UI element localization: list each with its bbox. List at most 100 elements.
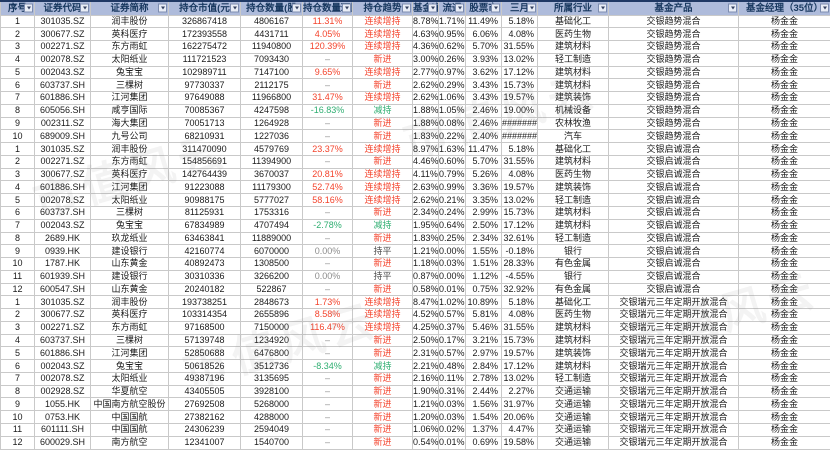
cell-industry[interactable]: 交通运输 [537,397,609,412]
cell-code[interactable]: 002078.SZ [34,52,91,67]
cell-mktval[interactable]: 70085367 [168,103,241,118]
cell-stockmv-pct[interactable]: 2.46% [465,103,502,118]
cell-qty-chg[interactable]: – [302,154,353,169]
cell-seq[interactable]: 3 [0,320,35,335]
cell-industry[interactable]: 建筑材料 [537,359,609,373]
cell-qty[interactable]: 522867 [240,282,303,297]
cell-name[interactable]: 三棵树 [90,205,169,220]
cell-seq[interactable]: 9 [0,397,35,412]
cell-seq[interactable]: 8 [0,103,35,118]
cell-product[interactable]: 交银启诚混合 [608,257,739,271]
cell-trend[interactable]: 减持 [352,103,413,118]
cell-qty[interactable]: 7093430 [240,52,303,67]
cell-name[interactable]: 山东黄金 [90,282,169,297]
filter-dropdown-icon-seq[interactable] [24,3,33,13]
cell-seq[interactable]: 11 [0,269,35,284]
cell-industry[interactable]: 建筑装饰 [537,91,609,105]
cell-mktval[interactable]: 103314354 [168,308,241,322]
cell-name[interactable]: 海大集团 [90,116,169,131]
cell-manager[interactable]: 杨金金 [738,308,830,322]
cell-manager[interactable]: 杨金金 [738,410,830,424]
cell-industry[interactable]: 建筑材料 [537,205,609,220]
header-stockmv-pct[interactable]: 股票市 [465,0,502,16]
cell-float-pct[interactable]: 0.48% [438,359,466,373]
cell-float-pct[interactable]: 0.95% [438,27,466,42]
cell-mktval[interactable]: 102989711 [168,65,241,80]
cell-stockmv-pct[interactable]: 3.21% [465,333,502,348]
cell-qty-chg[interactable]: 31.47% [302,91,353,105]
cell-code[interactable]: 601886.SH [34,346,91,361]
cell-stockmv-pct[interactable]: 2.99% [465,205,502,220]
cell-mktval[interactable]: 311470090 [168,142,241,156]
cell-stockmv-pct[interactable]: 2.84% [465,359,502,373]
cell-code[interactable]: 002928.SZ [34,384,91,399]
cell-industry[interactable]: 建筑装饰 [537,346,609,361]
cell-nav-pct[interactable]: 8.78% [412,14,439,29]
cell-trend[interactable]: 持平 [352,269,413,284]
cell-qty-chg[interactable]: 4.05% [302,27,353,42]
cell-stockmv-pct[interactable]: 0.75% [465,282,502,297]
cell-nav-pct[interactable]: 0.87% [412,269,439,284]
cell-manager[interactable]: 杨金金 [738,103,830,118]
cell-industry[interactable]: 基础化工 [537,14,609,29]
cell-name[interactable]: 华夏航空 [90,384,169,399]
filter-dropdown-icon-industry[interactable] [598,3,607,13]
cell-trend[interactable]: 连续增持 [352,308,413,322]
cell-trend[interactable]: 减持 [352,218,413,233]
filter-dropdown-icon-mktval[interactable] [230,3,239,13]
cell-manager[interactable]: 杨金金 [738,295,830,310]
cell-manager[interactable]: 杨金金 [738,167,830,182]
cell-product[interactable]: 交银瑞元三年定期开放混合 [608,333,739,348]
cell-mktval[interactable]: 97649088 [168,91,241,105]
cell-seq[interactable]: 1 [0,142,35,156]
header-nav-pct[interactable]: 基金净 [412,0,439,16]
cell-qty[interactable]: 1308500 [240,257,303,271]
cell-seq[interactable]: 4 [0,52,35,67]
cell-stockmv-pct[interactable]: 3.93% [465,52,502,67]
cell-trend[interactable]: 新进 [352,423,413,437]
cell-name[interactable]: 中国南方航空股份 [90,397,169,412]
cell-trend[interactable]: 新进 [352,257,413,271]
cell-manager[interactable]: 杨金金 [738,52,830,67]
cell-product[interactable]: 交银启诚混合 [608,142,739,156]
cell-name[interactable]: 中国国航 [90,423,169,437]
filter-dropdown-icon-product[interactable] [728,3,737,13]
cell-code[interactable]: 002271.SZ [34,40,91,54]
cell-product[interactable]: 交银启诚混合 [608,154,739,169]
cell-name[interactable]: 润丰股份 [90,295,169,310]
cell-seq[interactable]: 8 [0,231,35,246]
cell-qty-chg[interactable]: – [302,205,353,220]
cell-industry[interactable]: 建筑材料 [537,333,609,348]
cell-float-pct[interactable]: 1.71% [438,14,466,29]
cell-qty[interactable]: 4288000 [240,410,303,424]
cell-nav-pct[interactable]: 4.63% [412,27,439,42]
cell-float-pct[interactable]: 0.03% [438,257,466,271]
cell-trend[interactable]: 新进 [352,397,413,412]
cell-float-pct[interactable]: 0.08% [438,116,466,131]
cell-m3-pct[interactable]: -4.55% [501,269,538,284]
cell-stockmv-pct[interactable]: 3.62% [465,65,502,80]
header-product[interactable]: 基金产品 [608,0,739,16]
cell-trend[interactable]: 连续增持 [352,91,413,105]
cell-trend[interactable]: 新进 [352,410,413,424]
cell-code[interactable]: 600547.SH [34,282,91,297]
cell-qty[interactable]: 11966800 [240,91,303,105]
cell-code[interactable]: 601886.SH [34,180,91,195]
cell-qty-chg[interactable]: 52.74% [302,180,353,195]
cell-qty-chg[interactable]: – [302,116,353,131]
cell-qty-chg[interactable]: 8.58% [302,308,353,322]
cell-mktval[interactable]: 97730337 [168,78,241,93]
cell-product[interactable]: 交银瑞元三年定期开放混合 [608,410,739,424]
cell-seq[interactable]: 2 [0,27,35,42]
cell-qty[interactable]: 5268000 [240,397,303,412]
cell-code[interactable]: 300677.SZ [34,27,91,42]
cell-seq[interactable]: 8 [0,384,35,399]
cell-code[interactable]: 0939.HK [34,244,91,259]
cell-code[interactable]: 1055.HK [34,397,91,412]
cell-product[interactable]: 交银趋势混合 [608,27,739,42]
cell-seq[interactable]: 9 [0,116,35,131]
cell-stockmv-pct[interactable]: 2.44% [465,384,502,399]
cell-product[interactable]: 交银瑞元三年定期开放混合 [608,308,739,322]
cell-m3-pct[interactable]: 31.97% [501,397,538,412]
cell-m3-pct[interactable]: 15.73% [501,205,538,220]
